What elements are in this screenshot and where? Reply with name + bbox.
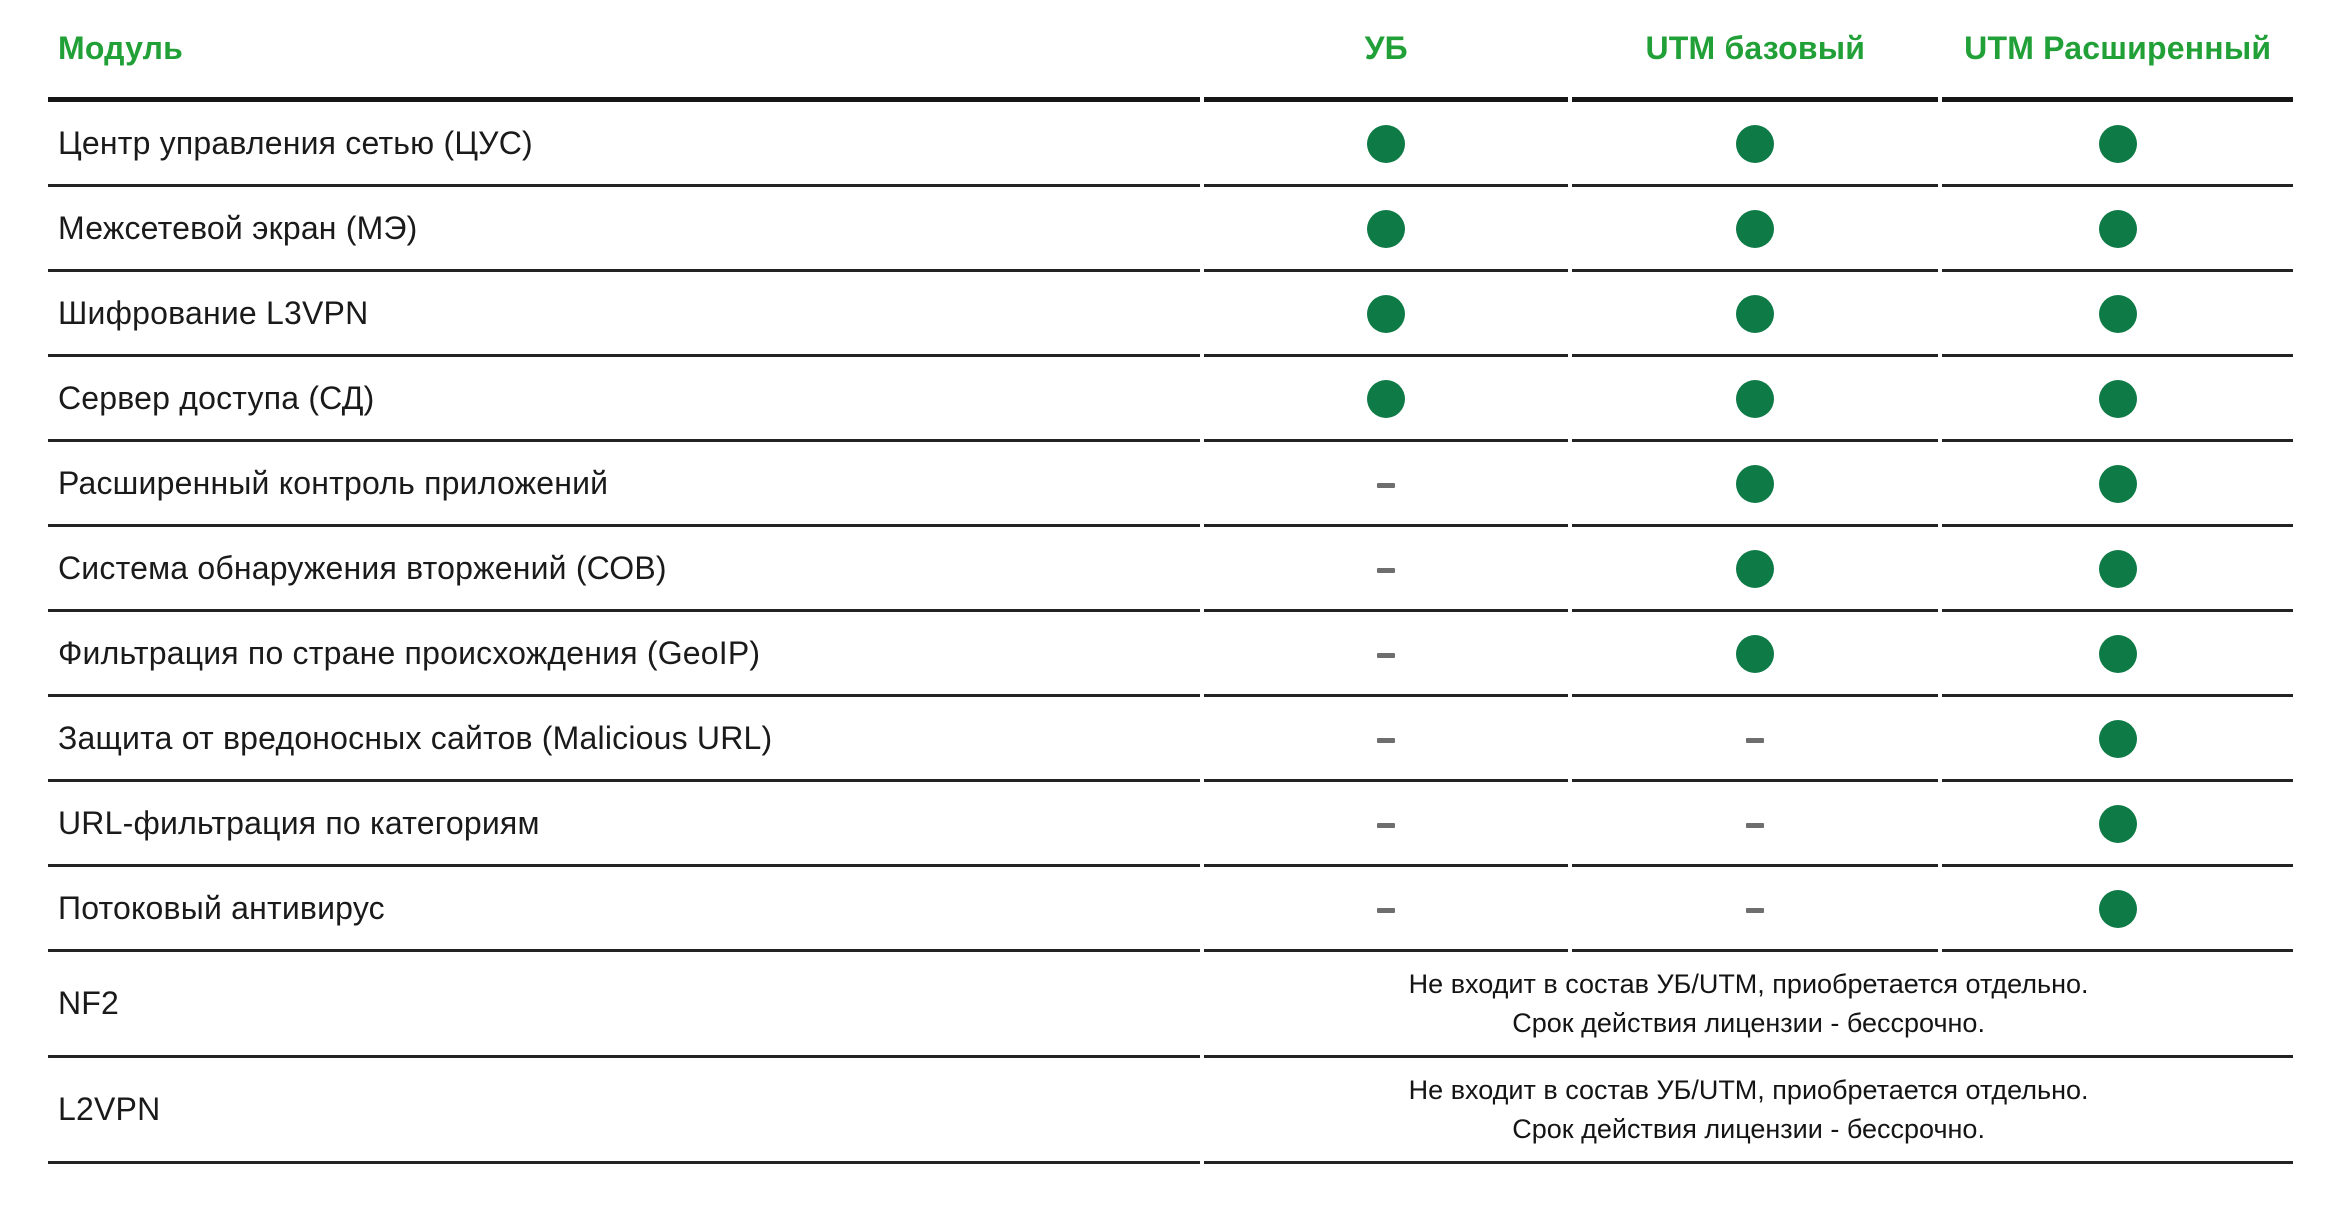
included-dot-icon [1367,379,1406,418]
feature-cell [1204,867,1569,952]
module-name: Потоковый антивирус [48,867,1201,952]
feature-cell [1572,867,1939,952]
feature-cell [1572,187,1939,272]
module-name: Сервер доступа (СД) [48,357,1201,442]
included-dot-icon [1736,549,1775,588]
included-dot-icon [1736,464,1775,503]
module-name: URL-фильтрация по категориям [48,782,1201,867]
feature-cell [1942,187,2293,272]
included-dot-icon [1736,124,1775,163]
module-name: Расширенный контроль приложений [48,442,1201,527]
license-note: Не входит в состав УБ/UTM, приобретается… [1204,952,2293,1058]
not-included-dash-icon [1746,737,1765,743]
module-name: Шифрование L3VPN [48,272,1201,357]
not-included-dash-icon [1377,567,1396,573]
feature-cell [1204,612,1569,697]
feature-cell [1572,357,1939,442]
table-row: L2VPN Не входит в состав УБ/UTM, приобрет… [48,1058,2293,1164]
feature-cell [1572,527,1939,612]
included-dot-icon [1367,209,1406,248]
column-header-utm-basic: UTM базовый [1572,0,1939,102]
not-included-dash-icon [1377,737,1396,743]
feature-cell [1204,697,1569,782]
module-comparison-table: Модуль УБ UTM базовый UTM Расширенный Це… [44,0,2297,1164]
included-dot-icon [2098,209,2137,248]
feature-cell [1942,357,2293,442]
feature-cell [1942,867,2293,952]
table-row: Шифрование L3VPN [48,272,2293,357]
not-included-dash-icon [1377,652,1396,658]
feature-cell [1204,782,1569,867]
column-header-ub: УБ [1204,0,1569,102]
module-name: Система обнаружения вторжений (СОВ) [48,527,1201,612]
included-dot-icon [1367,124,1406,163]
included-dot-icon [2098,124,2137,163]
column-header-module: Модуль [48,0,1201,102]
feature-cell [1204,527,1569,612]
included-dot-icon [1736,634,1775,673]
not-included-dash-icon [1377,822,1396,828]
feature-cell [1942,697,2293,782]
feature-cell [1942,272,2293,357]
column-header-utm-extended: UTM Расширенный [1942,0,2293,102]
included-dot-icon [1367,294,1406,333]
included-dot-icon [2098,634,2137,673]
module-name: Защита от вредоносных сайтов (Malicious … [48,697,1201,782]
header-row: Модуль УБ UTM базовый UTM Расширенный [48,0,2293,102]
feature-cell [1572,782,1939,867]
table-row: Расширенный контроль приложений [48,442,2293,527]
module-name: Фильтрация по стране происхождения (GeoI… [48,612,1201,697]
feature-cell [1942,527,2293,612]
included-dot-icon [1736,294,1775,333]
not-included-dash-icon [1746,907,1765,913]
included-dot-icon [2098,889,2137,928]
table-row: Сервер доступа (СД) [48,357,2293,442]
table-row: Потоковый антивирус [48,867,2293,952]
table-row: Межсетевой экран (МЭ) [48,187,2293,272]
module-name: Центр управления сетью (ЦУС) [48,102,1201,187]
included-dot-icon [2098,464,2137,503]
included-dot-icon [2098,549,2137,588]
table-body: Центр управления сетью (ЦУС) Межсетевой э… [48,102,2293,1164]
not-included-dash-icon [1746,822,1765,828]
feature-cell [1572,442,1939,527]
not-included-dash-icon [1377,907,1396,913]
feature-cell [1572,102,1939,187]
feature-cell [1204,102,1569,187]
license-note-line: Не входит в состав УБ/UTM, приобретается… [1408,1075,2089,1106]
feature-cell [1204,442,1569,527]
included-dot-icon [2098,719,2137,758]
feature-cell [1942,102,2293,187]
feature-cell [1942,612,2293,697]
module-name: L2VPN [48,1058,1201,1164]
license-note-line: Срок действия лицензии - бессрочно. [1512,1113,1985,1144]
feature-cell [1204,272,1569,357]
included-dot-icon [2098,379,2137,418]
feature-cell [1572,697,1939,782]
included-dot-icon [1736,379,1775,418]
not-included-dash-icon [1377,482,1396,488]
feature-cell [1572,272,1939,357]
feature-cell [1942,442,2293,527]
license-note: Не входит в состав УБ/UTM, приобретается… [1204,1058,2293,1164]
table-row: Защита от вредоносных сайтов (Malicious … [48,697,2293,782]
included-dot-icon [2098,804,2137,843]
table-row: NF2 Не входит в состав УБ/UTM, приобретае… [48,952,2293,1058]
table-row: Фильтрация по стране происхождения (GeoI… [48,612,2293,697]
comparison-table-container: Модуль УБ UTM базовый UTM Расширенный Це… [44,0,2297,1164]
table-row: URL-фильтрация по категориям [48,782,2293,867]
module-name: Межсетевой экран (МЭ) [48,187,1201,272]
table-row: Система обнаружения вторжений (СОВ) [48,527,2293,612]
module-name: NF2 [48,952,1201,1058]
feature-cell [1204,357,1569,442]
feature-cell [1942,782,2293,867]
included-dot-icon [2098,294,2137,333]
table-row: Центр управления сетью (ЦУС) [48,102,2293,187]
feature-cell [1572,612,1939,697]
license-note-line: Не входит в состав УБ/UTM, приобретается… [1408,969,2089,1000]
license-note-line: Срок действия лицензии - бессрочно. [1512,1007,1985,1038]
included-dot-icon [1736,209,1775,248]
feature-cell [1204,187,1569,272]
